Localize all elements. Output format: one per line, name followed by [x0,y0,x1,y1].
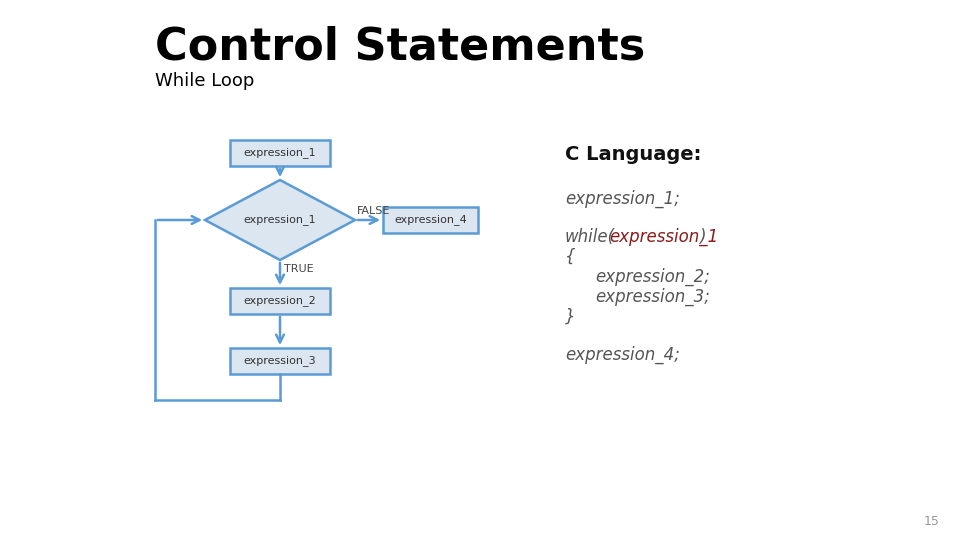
Text: TRUE: TRUE [284,264,314,274]
Text: expression_4: expression_4 [395,214,467,226]
Text: expression_1: expression_1 [610,228,719,246]
Text: Control Statements: Control Statements [155,25,645,68]
Text: }: } [565,308,576,326]
Text: expression_1;: expression_1; [565,190,680,208]
Text: ): ) [699,228,706,246]
Text: expression_2;: expression_2; [595,268,709,286]
Text: expression_3: expression_3 [244,355,316,367]
Text: {: { [565,248,576,266]
Text: while(: while( [565,228,615,246]
Text: expression_1: expression_1 [244,147,316,158]
Text: C Language:: C Language: [565,145,702,164]
Text: expression_1: expression_1 [244,214,316,226]
Text: FALSE: FALSE [357,206,391,216]
Polygon shape [205,180,355,260]
Text: While Loop: While Loop [155,72,254,90]
Text: expression_2: expression_2 [244,295,317,307]
Text: expression_3;: expression_3; [595,288,709,306]
FancyBboxPatch shape [230,288,330,314]
FancyBboxPatch shape [230,348,330,374]
Text: expression_4;: expression_4; [565,346,680,364]
FancyBboxPatch shape [230,140,330,166]
FancyBboxPatch shape [383,207,478,233]
Text: 15: 15 [924,515,940,528]
